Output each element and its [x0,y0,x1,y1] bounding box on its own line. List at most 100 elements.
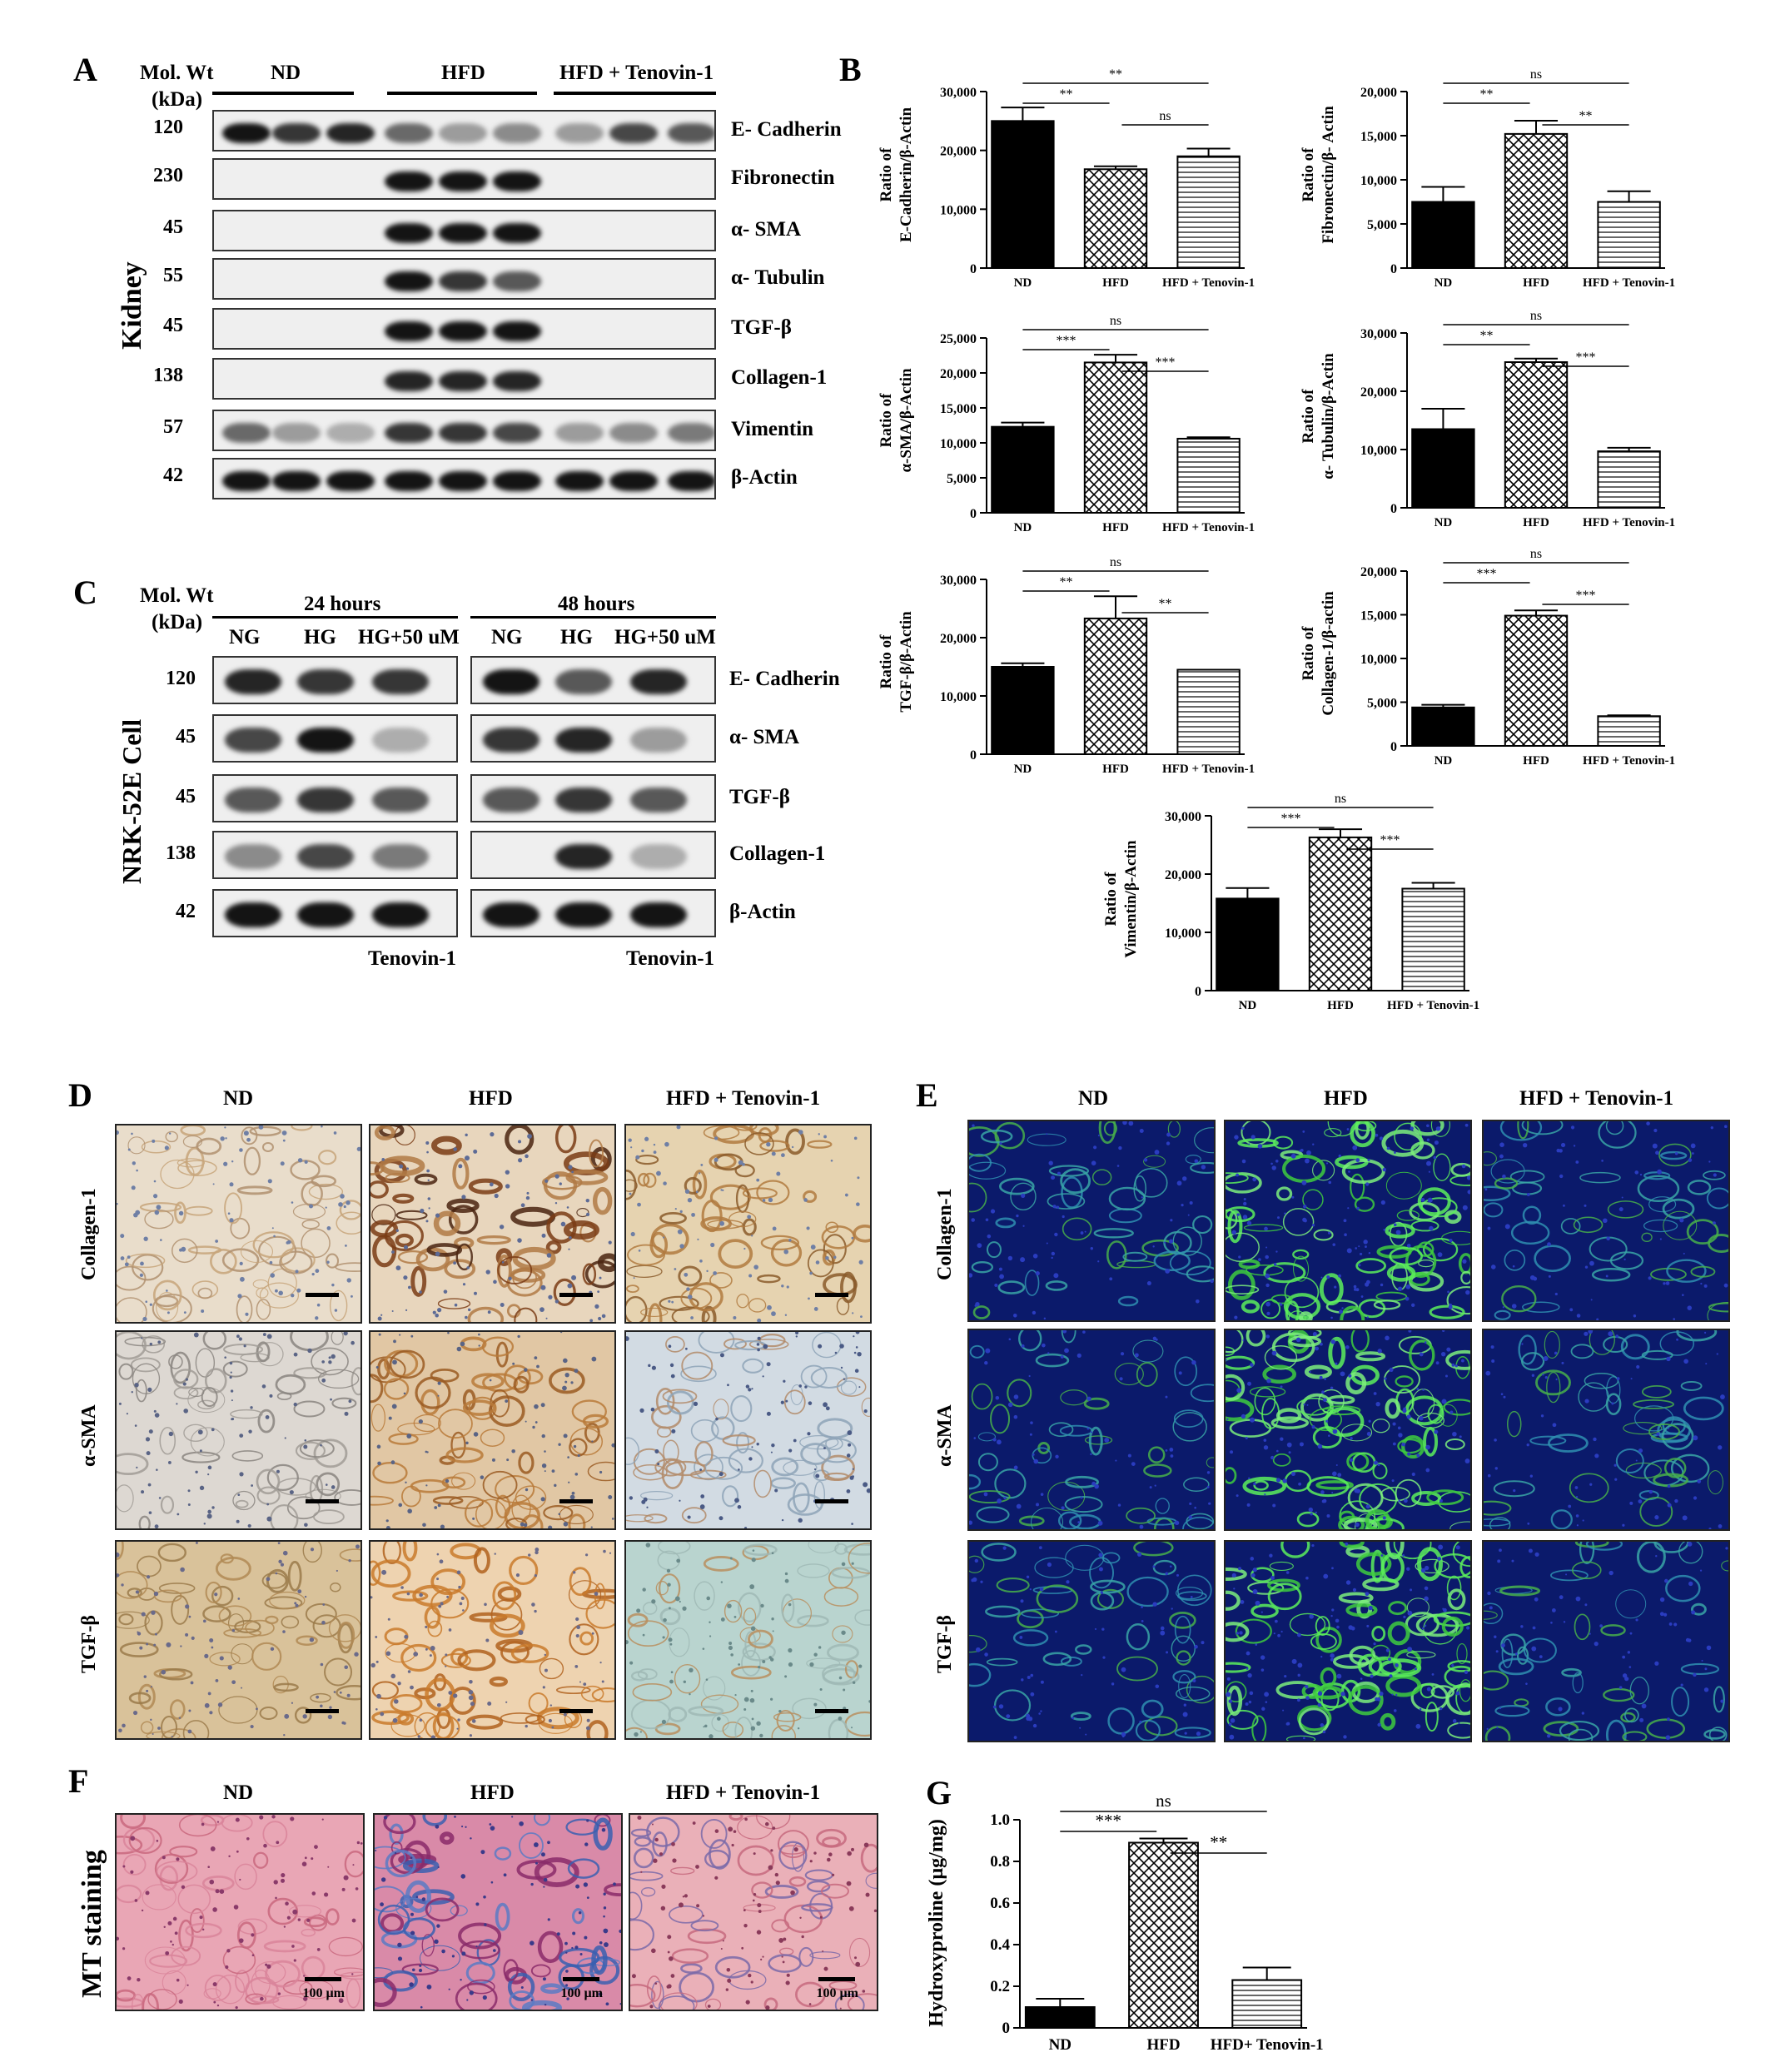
band [439,471,487,491]
bar-2 [1597,450,1661,509]
y-axis-label: α- Tubulin/β-Actin [1320,353,1337,479]
y-tick-label: 0 [1195,985,1201,999]
panel-d-row-tgfb: TGF-β [78,1615,100,1673]
micrograph-texture [1226,1330,1470,1529]
band [493,171,541,191]
bar-1 [1504,614,1569,747]
band [222,423,271,443]
y-tick-label: 15,000 [940,402,977,416]
micrograph-texture [1484,1121,1728,1320]
band [439,123,487,143]
protein-label: E- Cadherin [729,668,840,690]
band [439,321,487,341]
micrograph-texture [117,1542,360,1738]
panel-e-letter: E [916,1076,938,1114]
significance-label: ** [1479,87,1493,102]
y-tick-label: 0.4 [990,1936,1010,1954]
bar-0 [1411,706,1475,747]
significance-label: *** [1576,589,1596,603]
panel-f-col-teno: HFD + Tenovin-1 [666,1781,821,1804]
scale-label: 100 µm [560,1986,603,2000]
panel-c-lane-ng-24: NG [229,626,261,648]
band [272,471,321,491]
ihc-image [369,1124,616,1324]
band [272,423,321,443]
significance-label: ns [1110,314,1121,328]
micrograph-texture [1484,1330,1728,1529]
if-image [967,1329,1216,1531]
band [555,423,604,443]
scale-bar [306,1499,339,1503]
category-label: HFD [1327,999,1354,1012]
band [483,788,539,812]
significance-label: ns [1530,67,1542,82]
mw-label: 57 [163,416,183,438]
panel-e-col-hfd: HFD [1324,1087,1368,1110]
band [222,471,271,491]
band [225,728,281,753]
mt-image: 100 µm [629,1813,878,2011]
y-tick-label: 0.8 [990,1853,1010,1871]
y-tick-label: 20,000 [1360,565,1397,579]
band [385,271,433,291]
panel-d-col-hfd: HFD [469,1087,513,1110]
panel-d-row-asma: α-SMA [78,1404,100,1467]
panel-d-col-nd: ND [223,1087,254,1110]
y-tick-label: 0 [1390,740,1397,754]
category-label: HFD + Tenovin-1 [1162,276,1255,290]
panel-e-col-nd: ND [1078,1087,1109,1110]
y-axis-label: Vimentin/β-Actin [1122,840,1140,958]
significance-label: ns [1335,792,1346,806]
panel-c-letter: C [73,574,97,611]
y-tick-label: 0 [1390,502,1397,516]
blot-row [212,656,458,704]
band [668,471,714,491]
panel-a-group-teno: HFD + Tenovin-1 [559,62,714,84]
category-label: HFD [1523,754,1549,768]
band [555,728,612,753]
band [385,223,433,243]
y-tick-label: 20,000 [940,145,977,159]
bar-0 [991,666,1055,755]
significance-label: ** [1109,67,1122,82]
y-axis-label: Fibronectin/β- Actin [1320,106,1337,244]
scale-bar [818,1977,855,1981]
band [555,902,612,927]
panel-c-kda: (kDa) [152,611,203,634]
micrograph-texture [1226,1542,1470,1741]
protein-label: α- SMA [729,726,800,748]
scale-bar [563,1977,599,1981]
blot-row [212,889,458,937]
mw-label: 138 [153,365,183,386]
micrograph-texture [370,1542,614,1738]
protein-label: α- Tubulin [731,266,825,289]
mt-image: 100 µm [373,1813,623,2011]
bar-1 [1504,132,1569,269]
if-image [1224,1540,1472,1742]
band [630,669,687,694]
protein-label: Collagen-1 [729,842,826,865]
panel-d-col-teno: HFD + Tenovin-1 [666,1087,821,1110]
band [668,423,714,443]
bar-1 [1308,836,1373,992]
significance-label: *** [1476,567,1496,581]
bar-2 [1176,668,1241,755]
bar-0 [1024,2006,1096,2029]
panel-c-line-24 [212,616,458,619]
panel-c-lane-hg50-24: HG+50 uM [358,626,460,648]
y-tick-label: 20,000 [1360,86,1397,100]
y-tick-label: 30,000 [940,86,977,100]
micrograph-texture [969,1542,1214,1741]
band [493,423,541,443]
micrograph-texture [370,1332,614,1528]
category-label: ND [1014,276,1032,290]
bar-1 [1128,1841,1199,2029]
ihc-image [115,1540,362,1740]
panel-c-molwt: Mol. Wt [140,584,214,607]
band [385,471,433,491]
panel-d-letter: D [68,1076,92,1114]
bar-1 [1504,361,1569,509]
band [493,123,541,143]
y-axis-label: Ratio of [1102,872,1120,927]
bar-2 [1597,715,1661,747]
